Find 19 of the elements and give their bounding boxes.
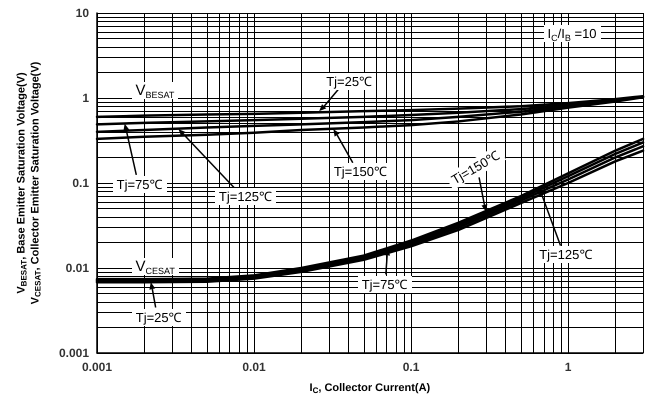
annotation: I$_{C}$/I$_{B}$ =10 (544, 24, 601, 42)
y-tick-label: 10 (76, 6, 90, 20)
annotation: Tj=125℃ (535, 246, 596, 264)
annotation: Tj=25℃ (322, 72, 376, 90)
annotation: V$_{BESAT}$ (132, 82, 178, 100)
annotation: V$_{CESAT}$ (132, 258, 179, 276)
annotation: Tj=75℃ (112, 176, 167, 194)
x-tick-label: 0.01 (242, 360, 266, 374)
y-tick-label: 0.1 (72, 176, 90, 190)
annotation: Tj=75℃ (358, 276, 412, 293)
y-tick-label: 0.01 (66, 261, 90, 275)
y-tick-label: 0.001 (58, 346, 90, 360)
x-tick-label: 0.1 (402, 360, 420, 374)
y-tick-label: 1 (82, 91, 90, 105)
x-tick-label: 1 (564, 360, 572, 374)
annotation: Tj=150℃ (330, 162, 391, 180)
x-axis-title: I$_{C}$, Collector Current(A) (310, 381, 430, 395)
annotation: Tj=25℃ (132, 308, 186, 326)
annotation: Tj=125℃ (214, 188, 276, 205)
